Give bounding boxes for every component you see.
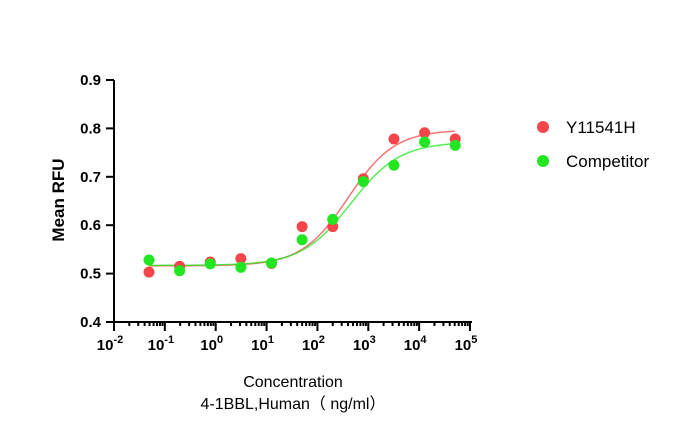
x-tick-label: 10-1 — [148, 334, 174, 354]
fit-curve-competitor — [149, 142, 456, 267]
data-point-competitor — [266, 257, 277, 269]
x-tick-label: 102 — [302, 334, 325, 354]
axes — [113, 80, 472, 323]
y-ticks: 0.4 0.5 0.6 0.7 0.8 0.9 — [80, 72, 114, 331]
x-tick-label: 100 — [200, 334, 223, 354]
data-point-y11541h — [419, 127, 431, 139]
data-point-competitor — [388, 159, 400, 171]
y-tick-label: 0.7 — [80, 169, 101, 186]
data-point-competitor — [419, 136, 431, 148]
legend-label: Competitor — [566, 152, 649, 171]
y-axis-title: Mean RFU — [49, 158, 68, 241]
fit-curve-y11541h — [149, 130, 456, 267]
data-point-y11541h — [296, 221, 308, 233]
x-axis-subtitle: 4-1BBL,Human（ ng/ml） — [201, 395, 386, 413]
data-point-y11541h — [235, 253, 247, 265]
data-point-competitor — [235, 261, 247, 273]
data-point-competitor — [327, 213, 339, 225]
data-point-y11541h — [143, 266, 155, 278]
data-point-competitor — [296, 234, 308, 246]
y-tick-label: 0.8 — [80, 120, 101, 137]
x-tick-label: 10-2 — [97, 334, 123, 354]
data-point-competitor — [143, 254, 155, 266]
y-tick-label: 0.9 — [80, 72, 101, 89]
data-point-competitor — [357, 176, 369, 188]
data-points — [143, 127, 461, 278]
x-tick-label: 103 — [353, 334, 376, 354]
legend-marker — [537, 121, 549, 133]
data-point-competitor — [449, 139, 461, 151]
y-tick-label: 0.4 — [80, 314, 102, 331]
data-point-competitor — [204, 258, 216, 270]
y-tick-label: 0.6 — [80, 217, 101, 234]
x-ticks: 10-2 10-1 100 101 102 103 104 105 — [97, 322, 478, 354]
x-axis-title: Concentration — [243, 374, 343, 391]
x-tick-label: 104 — [404, 334, 428, 354]
data-point-y11541h — [388, 133, 400, 145]
legend-marker — [537, 155, 549, 167]
x-tick-label: 101 — [251, 334, 274, 354]
legend-label: Y11541H — [566, 118, 636, 137]
fit-curves — [149, 130, 456, 267]
y-tick-label: 0.5 — [80, 266, 101, 283]
legend: Y11541H Competitor — [537, 118, 649, 171]
x-tick-label: 105 — [455, 334, 478, 354]
data-point-competitor — [174, 265, 186, 277]
